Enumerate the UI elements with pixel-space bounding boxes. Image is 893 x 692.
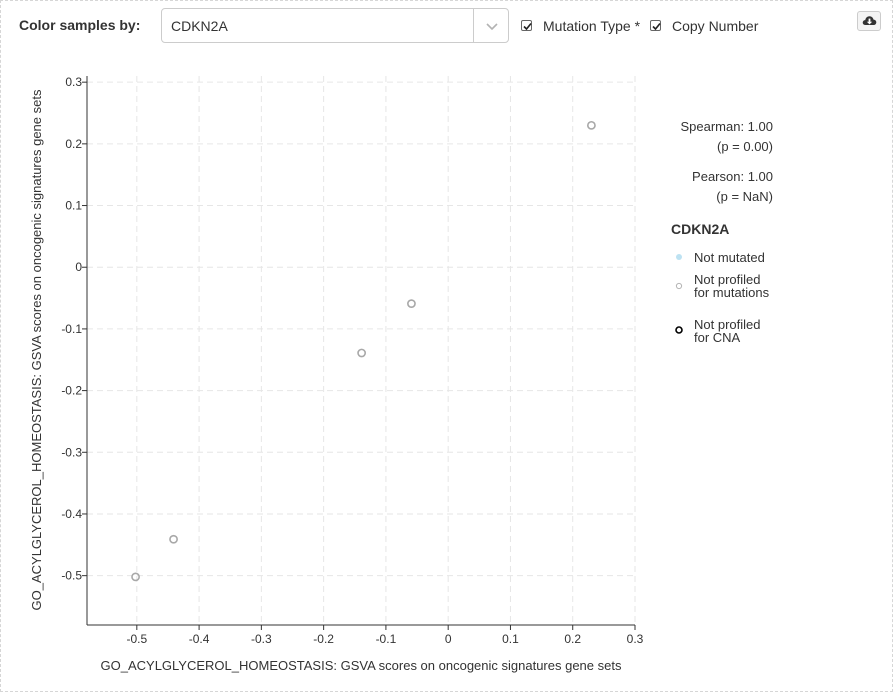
x-axis-title: GO_ACYLGLYCEROL_HOMEOSTASIS: GSVA scores… bbox=[101, 658, 622, 673]
x-tick-label: -0.3 bbox=[251, 632, 272, 646]
pearson-stat: Pearson: 1.00 bbox=[692, 169, 773, 184]
x-tick-label: 0 bbox=[445, 632, 452, 646]
chevron-down-icon[interactable] bbox=[482, 16, 502, 36]
legend-label-not-profiled-cna-1: Not profiled bbox=[694, 317, 760, 332]
select-divider bbox=[473, 9, 474, 42]
copy-number-checkbox[interactable] bbox=[650, 20, 661, 31]
x-tick-label: 0.1 bbox=[502, 632, 519, 646]
x-tick-label: -0.4 bbox=[189, 632, 210, 646]
spearman-stat: Spearman: 1.00 bbox=[680, 119, 773, 134]
pearson-p-value: (p = NaN) bbox=[716, 189, 773, 204]
y-tick-label: 0 bbox=[75, 260, 82, 274]
mutation-type-label[interactable]: Mutation Type * bbox=[543, 18, 641, 34]
checkmark-icon bbox=[652, 22, 661, 31]
legend-title: CDKN2A bbox=[671, 221, 729, 237]
legend-marker-not-profiled-cna bbox=[675, 326, 683, 334]
data-point[interactable] bbox=[357, 348, 367, 358]
x-tick-label: -0.5 bbox=[126, 632, 147, 646]
x-tick-label: -0.1 bbox=[376, 632, 397, 646]
y-tick-label: 0.3 bbox=[65, 75, 82, 89]
download-button[interactable] bbox=[857, 11, 881, 31]
data-point[interactable] bbox=[131, 572, 140, 582]
y-tick-label: -0.5 bbox=[61, 569, 82, 583]
y-tick-label: -0.1 bbox=[61, 322, 82, 336]
x-tick-label: -0.2 bbox=[313, 632, 334, 646]
y-axis-title: GO_ACYLGLYCEROL_HOMEOSTASIS: GSVA scores… bbox=[29, 89, 44, 610]
y-tick-label: -0.2 bbox=[61, 384, 82, 398]
y-tick-label: -0.3 bbox=[61, 445, 82, 459]
legend-marker-not-mutated bbox=[676, 254, 682, 260]
legend-label-not-profiled-mutations-1: Not profiled bbox=[694, 272, 760, 287]
legend-marker-not-profiled-mutations bbox=[675, 282, 683, 290]
legend-label-not-profiled-cna-2: for CNA bbox=[694, 330, 741, 345]
y-tick-label: 0.1 bbox=[65, 199, 82, 213]
y-tick-label: 0.2 bbox=[65, 137, 82, 151]
data-point[interactable] bbox=[169, 534, 178, 544]
legend-label-not-mutated: Not mutated bbox=[694, 250, 765, 265]
data-point[interactable] bbox=[407, 299, 416, 309]
gene-select-value: CDKN2A bbox=[171, 18, 228, 34]
x-tick-label: 0.3 bbox=[627, 632, 644, 646]
mutation-type-checkbox[interactable] bbox=[521, 20, 532, 31]
legend-label-not-profiled-mutations-2: for mutations bbox=[694, 285, 770, 300]
checkmark-icon bbox=[523, 22, 532, 31]
y-tick-label: -0.4 bbox=[61, 507, 82, 521]
spearman-p-value: (p = 0.00) bbox=[717, 139, 773, 154]
color-samples-label: Color samples by: bbox=[19, 17, 141, 33]
data-point[interactable] bbox=[587, 120, 596, 130]
cloud-download-icon bbox=[862, 16, 877, 25]
copy-number-label[interactable]: Copy Number bbox=[672, 18, 759, 34]
x-tick-label: 0.2 bbox=[564, 632, 581, 646]
gene-select[interactable]: CDKN2A bbox=[161, 8, 509, 43]
